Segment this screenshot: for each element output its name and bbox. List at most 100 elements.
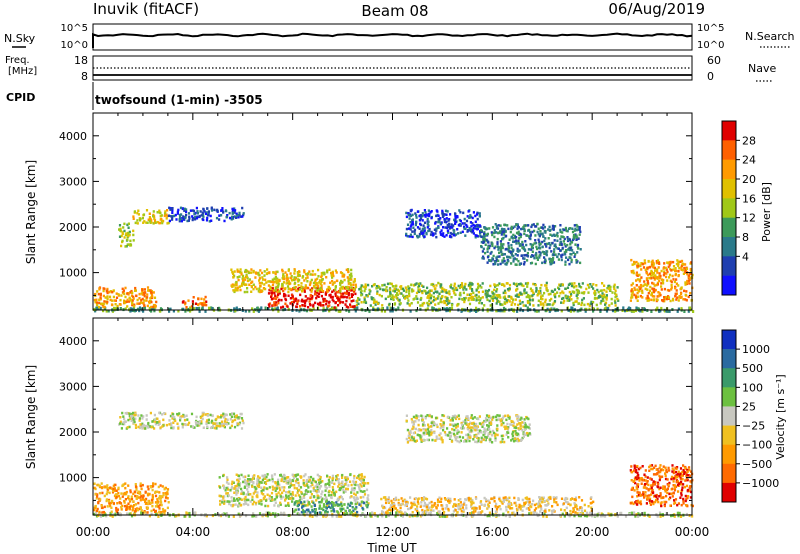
echo-cell [274,514,277,518]
echo-cell [150,220,153,224]
echo-cell [288,485,291,489]
echo-cell [299,293,302,297]
echo-cell [517,242,520,245]
echo-cell [477,286,480,289]
echo-cell [631,290,634,294]
echo-cell [522,247,525,251]
echo-cell [239,497,242,501]
echo-cell [180,219,183,223]
echo-cell [524,497,527,500]
echo-cell [673,280,676,284]
echo-cell [639,287,642,291]
echo-cell [349,305,352,308]
echo-cell [560,242,563,246]
echo-cell [305,478,308,482]
echo-cell [255,272,258,275]
echo-cell [360,485,363,488]
echo-cell [363,475,366,479]
echo-cell [301,290,304,293]
echo-cell [402,289,405,292]
echo-cell [137,213,140,216]
echo-cell [273,297,276,300]
echo-cell [238,502,241,505]
echo-cell [493,288,496,292]
echo-cell [258,282,261,285]
echo-cell [306,504,309,507]
echo-cell [678,296,681,299]
echo-cell [429,296,432,300]
echo-cell [355,303,358,307]
echo-cell [495,309,498,313]
echo-cell [266,268,269,271]
echo-cell [292,300,296,304]
echo-cell [406,295,409,298]
echo-cell [267,504,270,508]
echo-cell [288,282,291,286]
echo-cell [424,211,427,214]
echo-cell [499,303,502,306]
echo-cell [516,309,519,313]
echo-cell [569,246,572,250]
echo-cell [348,282,351,285]
echo-cell [289,297,292,300]
echo-cell [223,487,226,490]
echo-cell [503,289,507,293]
echo-cell [291,483,294,487]
echo-cell [399,292,402,295]
echo-cell [146,304,149,308]
echo-cell [510,303,513,306]
echo-cell [567,502,570,506]
echo-cell [684,293,687,297]
echo-cell [438,496,441,499]
echo-cell [459,291,462,295]
echo-cell [328,287,332,290]
echo-cell [529,234,532,238]
echo-cell [288,280,291,283]
echo-cell [341,287,344,290]
echo-cell [265,499,268,502]
echo-cell [304,284,307,287]
echo-cell [302,481,305,485]
colorbar-tick-label: 20 [742,173,756,186]
echo-cell [640,286,643,289]
echo-cell [547,293,550,296]
echo-cell [384,297,387,301]
echo-cell [236,286,239,290]
echo-cell [112,295,115,299]
echo-cell [432,307,435,311]
echo-cell [445,299,448,303]
echo-cell [246,287,249,290]
echo-cell [522,257,525,260]
echo-cell [319,476,322,479]
echo-cell [134,503,137,506]
echo-cell [151,488,154,492]
echo-cell [286,479,289,483]
echo-cell [595,303,598,307]
echo-cell [203,301,206,304]
echo-cell [318,486,321,489]
echo-cell [572,234,576,237]
echo-cell [156,220,159,224]
echo-cell [446,299,449,302]
echo-cell [542,251,545,254]
echo-cell [590,300,593,304]
echo-cell [309,496,312,499]
echo-cell [561,231,564,234]
echo-cell [331,478,334,482]
echo-cell [274,289,277,292]
echo-cell [247,279,250,282]
echo-cell [685,512,688,516]
echo-cell [469,287,472,290]
echo-cell [237,486,240,489]
echo-cell [526,285,529,288]
echo-cell [672,299,675,302]
echo-cell [465,219,469,223]
nsky-panel-frame [92,23,693,51]
echo-cell [365,500,368,504]
echo-cell [668,264,671,267]
echo-cell [322,307,325,311]
echo-cell [331,477,334,480]
echo-cell [226,476,229,479]
echo-cell [411,218,414,221]
echo-cell [492,254,495,258]
